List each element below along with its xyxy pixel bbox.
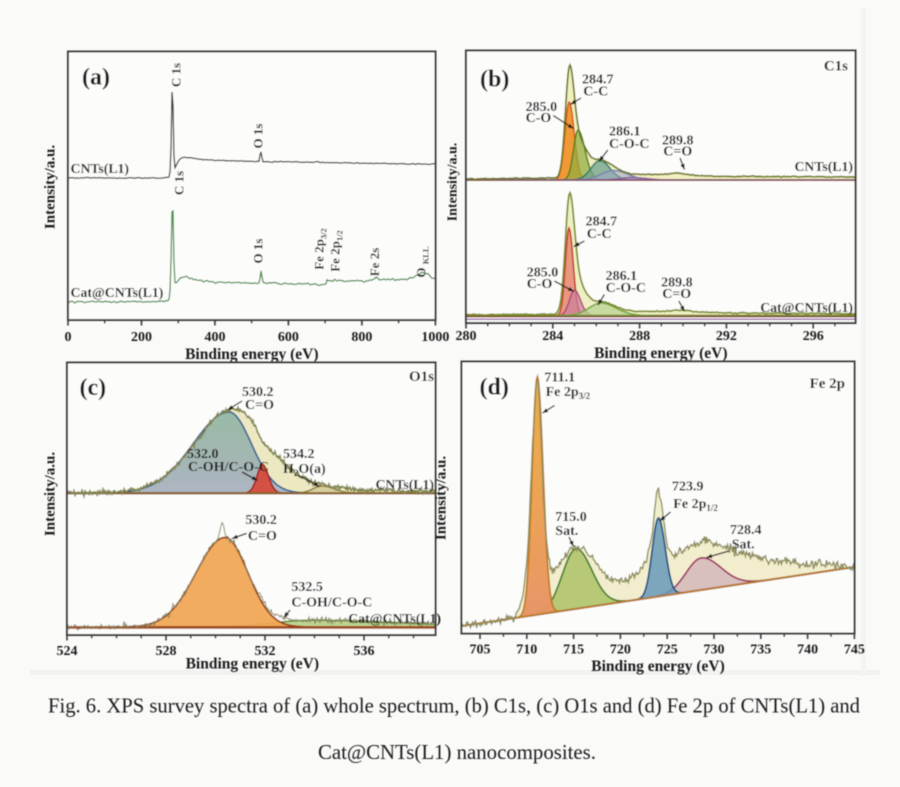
svg-text:Fe 2s: Fe 2s — [367, 248, 382, 277]
svg-text:C=O: C=O — [663, 145, 692, 160]
svg-text:O 1s: O 1s — [251, 124, 266, 149]
svg-text:C-O-C: C-O-C — [609, 137, 649, 152]
svg-text:735: 735 — [750, 643, 771, 658]
svg-text:289.8: 289.8 — [661, 276, 693, 291]
svg-text:C-C: C-C — [583, 85, 608, 100]
svg-text:(b): (b) — [480, 67, 509, 93]
svg-text:C 1s: C 1s — [172, 171, 187, 195]
svg-text:0: 0 — [65, 330, 72, 345]
svg-text:286.1: 286.1 — [606, 269, 638, 284]
svg-text:(c): (c) — [80, 375, 107, 401]
svg-text:296: 296 — [803, 329, 824, 344]
svg-text:528: 528 — [156, 644, 177, 659]
svg-text:524: 524 — [57, 644, 78, 659]
svg-text:284.7: 284.7 — [586, 215, 618, 230]
svg-text:O1s: O1s — [409, 369, 434, 385]
svg-text:C=O: C=O — [662, 287, 691, 302]
svg-text:289.8: 289.8 — [662, 133, 694, 148]
svg-text:C1s: C1s — [824, 59, 848, 75]
svg-text:Fe 2p: Fe 2p — [810, 376, 845, 392]
svg-text:530.2: 530.2 — [245, 513, 277, 528]
svg-text:Intensity/a.u.: Intensity/a.u. — [43, 452, 59, 536]
svg-text:CNTs(L1): CNTs(L1) — [71, 161, 130, 177]
svg-text:Cat@CNTs(L1): Cat@CNTs(L1) — [348, 611, 441, 627]
svg-text:C-C: C-C — [587, 227, 612, 242]
svg-text:285.0: 285.0 — [527, 266, 559, 281]
svg-text:745: 745 — [844, 643, 865, 658]
svg-text:Sat.: Sat. — [732, 538, 755, 553]
svg-text:536: 536 — [354, 644, 375, 659]
svg-text:C-O: C-O — [526, 111, 552, 126]
svg-text:284: 284 — [542, 329, 563, 344]
svg-text:740: 740 — [797, 643, 818, 658]
svg-text:286.1: 286.1 — [609, 125, 641, 140]
svg-text:715.0: 715.0 — [555, 510, 587, 525]
svg-text:800: 800 — [351, 330, 372, 345]
svg-text:285.0: 285.0 — [526, 100, 558, 115]
svg-text:C 1s: C 1s — [169, 63, 184, 87]
svg-text:400: 400 — [204, 330, 225, 345]
svg-text:Cat@CNTs(L1) nanocomposites.: Cat@CNTs(L1) nanocomposites. — [318, 740, 596, 764]
svg-text:1000: 1000 — [421, 330, 449, 345]
svg-text:C=O: C=O — [248, 529, 277, 544]
svg-text:720: 720 — [610, 643, 631, 658]
svg-text:C-O: C-O — [527, 277, 553, 292]
svg-text:Cat@CNTs(L1): Cat@CNTs(L1) — [71, 285, 164, 301]
svg-text:C-OH/C-O-C: C-OH/C-O-C — [188, 460, 269, 475]
svg-text:C-O-C: C-O-C — [606, 281, 646, 296]
svg-text:C-OH/C-O-C: C-OH/C-O-C — [291, 595, 372, 610]
svg-text:200: 200 — [131, 330, 152, 345]
svg-text:284.7: 284.7 — [582, 72, 614, 87]
svg-text:730: 730 — [704, 643, 725, 658]
svg-text:280: 280 — [456, 329, 477, 344]
svg-text:292: 292 — [716, 329, 737, 344]
svg-text:Binding energy (eV): Binding energy (eV) — [185, 346, 318, 363]
svg-text:600: 600 — [278, 330, 299, 345]
svg-text:Binding energy (eV): Binding energy (eV) — [186, 656, 319, 673]
svg-text:O 1s: O 1s — [251, 239, 266, 264]
svg-text:728.4: 728.4 — [730, 523, 762, 538]
svg-text:711.1: 711.1 — [544, 371, 575, 386]
svg-text:Intensity/a.u.: Intensity/a.u. — [434, 456, 450, 540]
svg-text:H2O(a): H2O(a) — [283, 462, 326, 478]
svg-text:CNTs(L1): CNTs(L1) — [794, 159, 853, 175]
svg-text:Sat.: Sat. — [555, 524, 578, 539]
svg-text:725: 725 — [657, 643, 678, 658]
svg-text:(a): (a) — [82, 65, 110, 91]
svg-text:710: 710 — [516, 643, 537, 658]
svg-text:530.2: 530.2 — [242, 385, 274, 400]
svg-text:532.0: 532.0 — [187, 447, 219, 462]
svg-text:Fig. 6. XPS survey spectra of: Fig. 6. XPS survey spectra of (a) whole … — [48, 694, 860, 718]
svg-text:288: 288 — [629, 329, 650, 344]
svg-text:Cat@CNTs(L1): Cat@CNTs(L1) — [760, 300, 853, 316]
svg-text:Binding energy (eV): Binding energy (eV) — [591, 658, 724, 675]
svg-text:532.5: 532.5 — [291, 580, 323, 595]
svg-text:CNTs(L1): CNTs(L1) — [375, 477, 434, 493]
svg-text:715: 715 — [563, 643, 584, 658]
svg-text:C=O: C=O — [245, 398, 274, 413]
svg-text:532: 532 — [255, 644, 276, 659]
svg-text:723.9: 723.9 — [672, 480, 704, 495]
svg-text:534.2: 534.2 — [283, 447, 315, 462]
svg-text:Intensity/a.u.: Intensity/a.u. — [446, 143, 461, 222]
svg-text:Binding energy (eV): Binding energy (eV) — [594, 345, 727, 362]
svg-text:705: 705 — [470, 643, 491, 658]
svg-text:Intensity/a.u.: Intensity/a.u. — [43, 145, 59, 229]
svg-text:(d): (d) — [480, 375, 509, 401]
